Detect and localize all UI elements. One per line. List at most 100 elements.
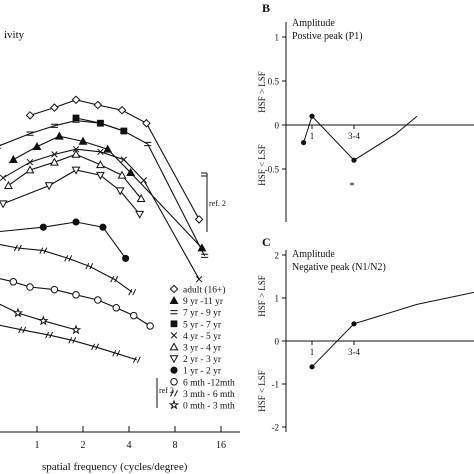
panel-c-data-point: [309, 364, 315, 370]
series-line: [0, 120, 206, 257]
panel-c-series-group: [309, 291, 474, 370]
panel-c-ytick-label: -1: [272, 380, 280, 390]
panel-c-letter: C: [262, 235, 271, 249]
legend-item: adult (16+): [169, 285, 226, 296]
legend-item: 6 mth -12mth: [170, 378, 235, 388]
data-point: [8, 154, 18, 163]
data-point: [50, 123, 59, 128]
panel-c-n1n2-amplitude: C Amplitude Negative peak (N1/N2) 2 1 0 -1 -…: [257, 235, 474, 433]
panel-a-legend: adult (16+)9 yr -11 yr 7 yr - 9 yr5 yr - …: [168, 285, 235, 412]
data-point: [64, 255, 73, 262]
data-point: [12, 307, 24, 318]
panel-b-significance-star: *: [350, 181, 355, 192]
panel-c-ytick-label: -2: [272, 423, 280, 433]
legend-item: 2 yr - 3 yr: [169, 355, 222, 365]
series-adult-16: [25, 95, 204, 224]
data-point: [195, 275, 203, 283]
data-point: [71, 95, 81, 105]
panel-b-ytick-label: 0: [275, 121, 280, 131]
legend-label: 4 yr - 5 yr: [183, 332, 222, 342]
legend-label: 5 yr - 7 yr: [183, 320, 222, 330]
legend-marker: [170, 378, 178, 386]
legend-label: adult (16+): [183, 285, 226, 296]
legend-item: 1 yr - 2 yr: [170, 366, 222, 377]
data-point: [72, 218, 80, 226]
panel-c-data-point: [351, 321, 357, 327]
series-line: [0, 221, 127, 259]
panel-c-x-ticks: 1 3-4: [310, 341, 360, 357]
data-point: [51, 151, 58, 158]
data-point: [3, 180, 13, 189]
data-point: [115, 187, 125, 196]
data-point: [68, 337, 77, 344]
data-point: [39, 223, 47, 231]
panel-b-ylabel-top: HSF > LSF: [257, 71, 267, 113]
series-1-yr-2-yr: [0, 218, 130, 262]
data-point: [146, 322, 154, 330]
panel-c-ytick-label: 1: [275, 294, 280, 304]
data-point: [112, 350, 121, 357]
series-line: [0, 243, 133, 293]
data-point: [103, 144, 113, 153]
panel-c-ytick-label: 0: [275, 337, 280, 347]
data-point: [72, 291, 80, 299]
panel-b-y-ticks: 1.510.50-0.5: [265, 33, 286, 175]
panel-b-series-line: [303, 115, 418, 161]
legend-marker: [170, 320, 178, 328]
series-unlabeled-11: [0, 324, 141, 364]
data-point: [112, 304, 120, 312]
legend-marker: [170, 332, 178, 339]
data-point: [93, 100, 103, 110]
data-point: [32, 141, 42, 150]
ref-bracket-upper: ref. 2: [201, 172, 226, 232]
series-line: [13, 135, 203, 249]
panel-c-xtick-label: 1: [310, 347, 315, 357]
data-point: [50, 103, 59, 112]
panel-b-xtick-label: 1: [310, 131, 315, 141]
data-point: [50, 285, 59, 294]
legend-marker: [168, 399, 180, 410]
panel-c-series-line: [311, 291, 474, 368]
data-point: [136, 193, 146, 202]
data-point: [128, 288, 137, 296]
panel-a-series-group: [0, 95, 209, 364]
panel-c-ylabel-bottom: HSF < LSF: [257, 370, 267, 412]
series-0-mth-3-mth: [0, 303, 82, 335]
legend-item: 4 yr - 5 yr: [170, 332, 222, 342]
data-point: [95, 171, 105, 180]
data-point: [70, 324, 82, 335]
ref-bracket-lower: ref 2: [156, 378, 174, 408]
legend-marker: [169, 295, 179, 304]
data-point: [26, 158, 34, 166]
data-point: [97, 119, 104, 127]
data-point: [194, 215, 204, 224]
series-line: [0, 324, 137, 361]
data-point: [38, 315, 49, 326]
panel-b-title: Amplitude: [292, 18, 335, 29]
data-point: [25, 111, 35, 120]
data-point: [9, 278, 18, 286]
legend-label: 2 yr - 3 yr: [183, 355, 222, 365]
legend-item: 0 mth - 3 mth: [168, 399, 235, 412]
data-point: [85, 262, 94, 270]
legend-marker: [169, 342, 179, 351]
panel-a-xlabel: spatial frequency (cycles/degree): [42, 461, 188, 473]
data-point: [122, 254, 130, 262]
data-point: [91, 343, 100, 351]
legend-marker: [170, 366, 178, 374]
data-point: [49, 157, 59, 166]
data-point: [71, 166, 81, 175]
panel-a-xtick-label: 1: [35, 440, 40, 451]
panel-c-subtitle: Negative peak (N1/N2): [292, 262, 386, 273]
data-point: [201, 253, 209, 258]
data-point: [110, 275, 119, 283]
panel-c-ylabel-top: HSF > LSF: [257, 275, 267, 317]
panel-b-ytick-label: 0.5: [268, 77, 280, 87]
legend-item: 7 yr - 9 yr: [170, 309, 222, 319]
series-line: [2, 148, 200, 280]
panel-a-xtick-label: 4: [127, 440, 132, 451]
data-point: [78, 136, 88, 145]
legend-label: 9 yr -11 yr: [183, 297, 224, 307]
panel-b-p1-amplitude: B Amplitude Postive peak (P1) 1.510.50-0…: [257, 1, 474, 222]
